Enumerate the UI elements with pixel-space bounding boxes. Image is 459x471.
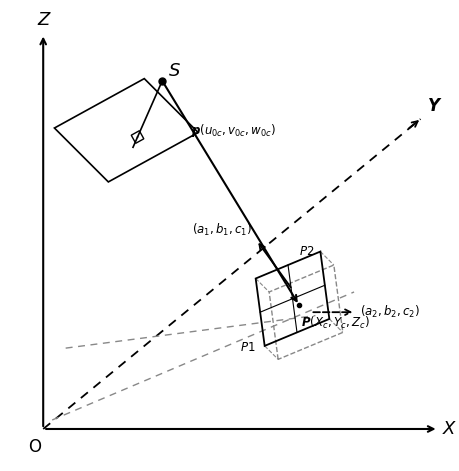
- Text: Z: Z: [37, 11, 49, 29]
- Text: $(a_1, b_1, c_1)$: $(a_1, b_1, c_1)$: [191, 222, 252, 238]
- Text: O: O: [28, 438, 41, 456]
- Text: $(a_2, b_2, c_2)$: $(a_2, b_2, c_2)$: [359, 304, 419, 320]
- Text: $S$: $S$: [167, 62, 180, 80]
- Text: X: X: [442, 420, 454, 438]
- Text: $P2$: $P2$: [298, 245, 314, 258]
- Text: $\boldsymbol{Y}$: $\boldsymbol{Y}$: [426, 97, 442, 114]
- Text: $P1$: $P1$: [240, 341, 255, 354]
- Text: $\boldsymbol{p}(u_{0c}, v_{0c}, w_{0c})$: $\boldsymbol{p}(u_{0c}, v_{0c}, w_{0c})$: [191, 122, 276, 139]
- Text: $\boldsymbol{P}(X_c, Y_c, Z_c)$: $\boldsymbol{P}(X_c, Y_c, Z_c)$: [301, 316, 369, 332]
